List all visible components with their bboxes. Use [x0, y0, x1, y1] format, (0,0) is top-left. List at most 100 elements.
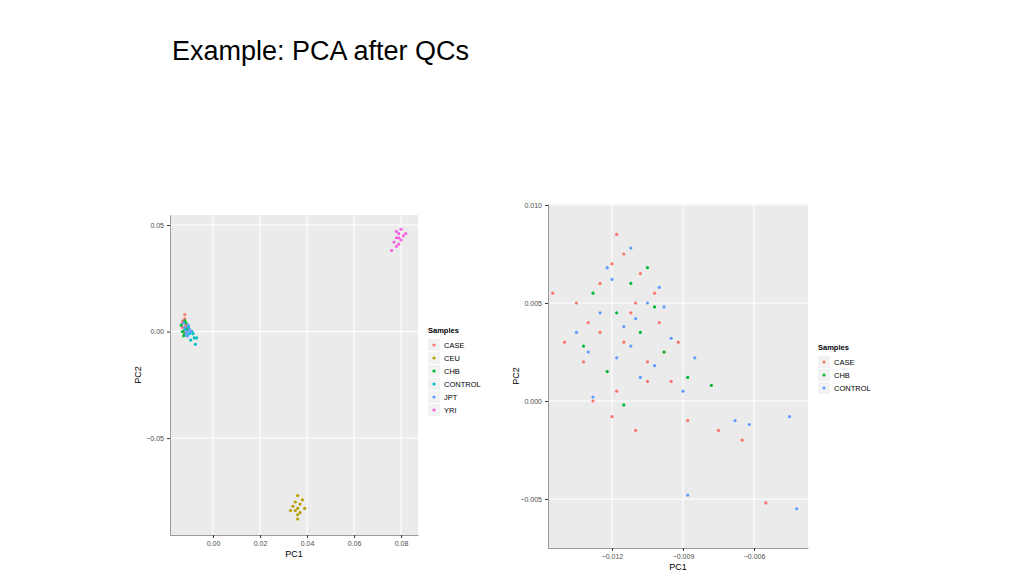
tick-mark — [167, 332, 170, 333]
point — [788, 415, 791, 418]
legend-label: JPT — [444, 393, 458, 402]
grid-line — [213, 215, 214, 535]
point — [634, 317, 637, 320]
tick-label: 0.00 — [150, 328, 164, 335]
tick-label: 0.04 — [301, 540, 315, 547]
tick-mark — [167, 438, 170, 439]
y-axis-title: PC2 — [133, 366, 143, 384]
point — [598, 331, 601, 334]
grid-line — [170, 438, 418, 439]
legend-symbol — [432, 408, 435, 411]
legend-title: Samples — [428, 326, 459, 335]
tick: −0.012 — [602, 548, 624, 560]
point — [610, 262, 613, 265]
point — [615, 390, 618, 393]
point — [764, 501, 767, 504]
grid-line — [548, 498, 808, 499]
tick-mark — [167, 225, 170, 226]
point — [615, 233, 618, 236]
point — [629, 345, 632, 348]
tick: 0.04 — [301, 535, 315, 547]
point — [551, 292, 554, 295]
point — [298, 503, 301, 506]
legend-label: CEU — [444, 354, 460, 363]
plot-background — [548, 204, 808, 548]
legend-symbol — [822, 373, 825, 376]
point — [662, 350, 665, 353]
point — [301, 498, 304, 501]
tick: 0.000 — [524, 398, 548, 405]
point — [563, 341, 566, 344]
chart: 0.000.020.040.060.08−0.050.000.05PC1PC2S… — [133, 215, 481, 559]
point — [606, 266, 609, 269]
tick-label: 0.06 — [348, 540, 362, 547]
point — [646, 380, 649, 383]
tick-label: 0.005 — [524, 300, 542, 307]
point — [390, 249, 393, 252]
axis-line — [171, 535, 419, 536]
point — [639, 376, 642, 379]
point — [629, 311, 632, 314]
point — [395, 230, 398, 233]
legend-label: CONTROL — [834, 384, 871, 393]
grid-line — [611, 204, 612, 548]
grid-line — [170, 331, 418, 332]
point — [399, 228, 402, 231]
point — [795, 507, 798, 510]
slide-title: Example: PCA after QCs — [172, 36, 469, 66]
point — [303, 507, 306, 510]
point — [195, 336, 198, 339]
y-axis: −0.05 0.00 0.05 — [146, 216, 170, 536]
point — [622, 341, 625, 344]
tick-label: −0.05 — [146, 435, 164, 442]
point — [733, 419, 736, 422]
legend-key — [428, 352, 440, 364]
x-axis: 0.000.020.040.060.08 — [171, 535, 419, 547]
legend-key — [428, 378, 440, 390]
tick-mark — [307, 535, 308, 538]
x-axis-title: PC1 — [285, 549, 303, 559]
point — [587, 350, 590, 353]
legend-key — [428, 339, 440, 351]
axis-line — [549, 548, 809, 549]
point — [582, 360, 585, 363]
point — [677, 341, 680, 344]
tick-label: 0.05 — [150, 222, 164, 229]
point — [710, 384, 713, 387]
point — [670, 380, 673, 383]
tick-label: 0.010 — [524, 202, 542, 209]
plot-background — [170, 215, 418, 535]
tick-mark — [683, 548, 684, 551]
tick-label: 0.02 — [254, 540, 268, 547]
legend-label: CASE — [444, 341, 464, 350]
point — [634, 429, 637, 432]
point — [653, 292, 656, 295]
point — [686, 376, 689, 379]
point — [622, 403, 625, 406]
tick-mark — [754, 548, 755, 551]
point — [395, 245, 398, 248]
point — [591, 399, 594, 402]
tick-mark — [260, 535, 261, 538]
tick: 0.005 — [524, 300, 548, 307]
tick-mark — [545, 303, 548, 304]
legend-symbol — [432, 369, 435, 372]
point — [404, 232, 407, 235]
tick: 0.06 — [348, 535, 362, 547]
point — [291, 505, 294, 508]
legend-label: YRI — [444, 406, 457, 415]
point — [670, 337, 673, 340]
point — [693, 356, 696, 359]
points — [180, 228, 408, 521]
point — [296, 517, 299, 520]
point — [646, 301, 649, 304]
x-axis: −0.012−0.009−0.006 — [549, 548, 809, 560]
legend-symbol — [432, 356, 435, 359]
grid-line — [401, 215, 402, 535]
tick: −0.006 — [744, 548, 766, 560]
point — [182, 321, 185, 324]
point — [575, 331, 578, 334]
point — [748, 423, 751, 426]
point — [591, 395, 594, 398]
point — [587, 321, 590, 324]
